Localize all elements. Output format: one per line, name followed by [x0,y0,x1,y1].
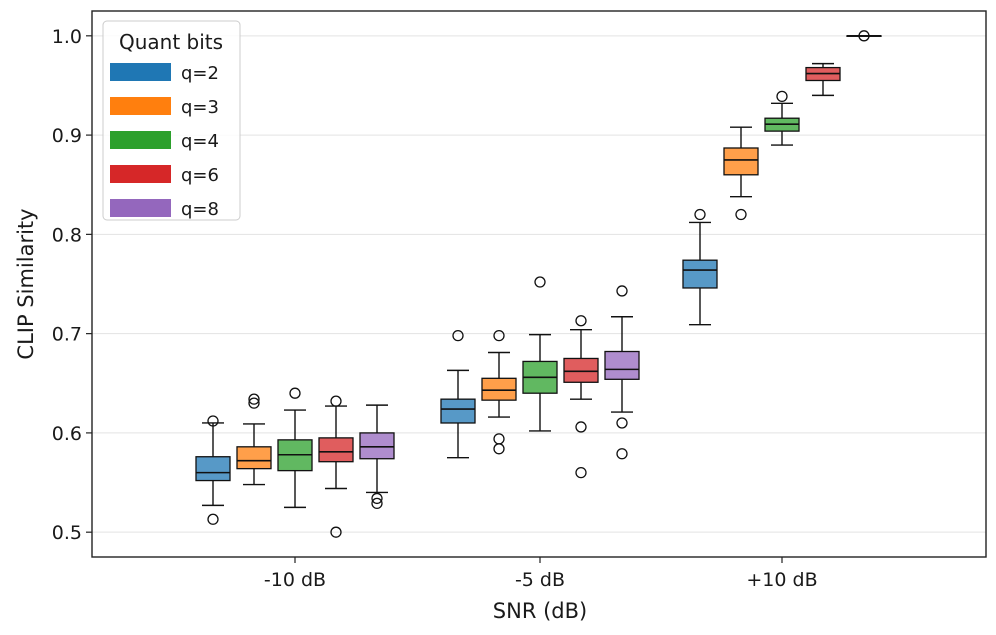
outlier-point [694,208,706,221]
outlier-point [735,208,747,221]
plot-series [195,30,882,538]
legend-title: Quant bits [119,30,223,54]
outlier-point [575,466,587,479]
outlier-point [616,448,628,460]
iqr-box [723,147,759,176]
outlier-point [575,421,587,433]
iqr-box [563,357,599,383]
box-q=8--5 dB [604,285,640,460]
y-tick-label: 0.8 [52,224,82,246]
outlier-point [371,492,383,505]
legend: Quant bits q=2 q=3 q=4 q=6 q=8 [102,20,241,221]
outlier-point [330,395,342,407]
y-tick-label: 0.5 [52,522,82,544]
legend-label-q=4: q=4 [181,131,219,152]
legend-label-q=3: q=3 [181,97,219,118]
x-axis-label: SNR (dB) [493,599,587,623]
outlier-point [493,329,505,342]
outlier-point [776,90,788,103]
iqr-box [195,456,231,482]
outlier-point [248,397,260,409]
iqr-box [682,259,718,289]
outlier-point [248,393,260,405]
iqr-box [318,437,354,463]
y-tick-label: 0.9 [52,125,82,147]
x-tick-label: -10 dB [264,569,326,591]
box-q=4--5 dB [522,276,558,432]
outlier-point [616,417,628,429]
box-q=2-+10 dB [682,208,718,326]
iqr-box [440,398,476,424]
legend-swatch-q=8 [110,199,171,217]
outlier-point [452,329,464,342]
box-q=6--10 dB [318,395,354,538]
y-tick-label: 0.7 [52,324,82,346]
y-tick-label: 1.0 [52,26,82,48]
legend-label-q=6: q=6 [181,165,219,186]
iqr-box [359,432,395,460]
plot-frame [91,10,987,558]
outlier-point [616,285,628,297]
outlier-point [289,387,301,399]
outlier-point [493,433,505,445]
iqr-box [481,377,517,401]
legend-swatch-q=3 [110,97,171,115]
box-q=2--10 dB [195,415,231,525]
box-q=6-+10 dB [805,62,841,97]
box-q=8-+10 dB [846,30,882,42]
box-q=3-+10 dB [723,126,759,221]
box-q=2--5 dB [440,329,476,459]
box-q=3--5 dB [481,329,517,455]
outlier-point [493,443,505,455]
box-q=4--10 dB [277,387,313,509]
outlier-point [207,513,219,525]
grid [92,35,986,533]
y-tick-label: 0.6 [52,423,82,445]
box-q=6--5 dB [563,315,599,479]
outlier-point [330,526,342,538]
outlier-point [371,497,383,510]
legend-label-q=8: q=8 [181,199,219,220]
legend-swatch-q=6 [110,165,171,183]
y-axis-label: CLIP Similarity [14,208,38,359]
box-q=8--10 dB [359,404,395,510]
legend-swatch-q=2 [110,63,171,81]
outlier-point [575,315,587,327]
legend-label-q=2: q=2 [181,63,219,84]
box-q=4-+10 dB [764,90,800,146]
iqr-box [604,350,640,380]
legend-swatch-q=4 [110,131,171,149]
x-tick-label: -5 dB [515,569,565,591]
x-tick-label: +10 dB [746,569,817,591]
iqr-box [236,446,272,470]
outlier-point [534,276,546,288]
outlier-point [858,30,870,42]
axis-ticks: 0.5 0.6 0.7 0.8 0.9 1.0 -10 dB -5 dB +10 dB [52,26,818,591]
box-q=3--10 dB [236,393,272,486]
outlier-point [207,415,219,427]
